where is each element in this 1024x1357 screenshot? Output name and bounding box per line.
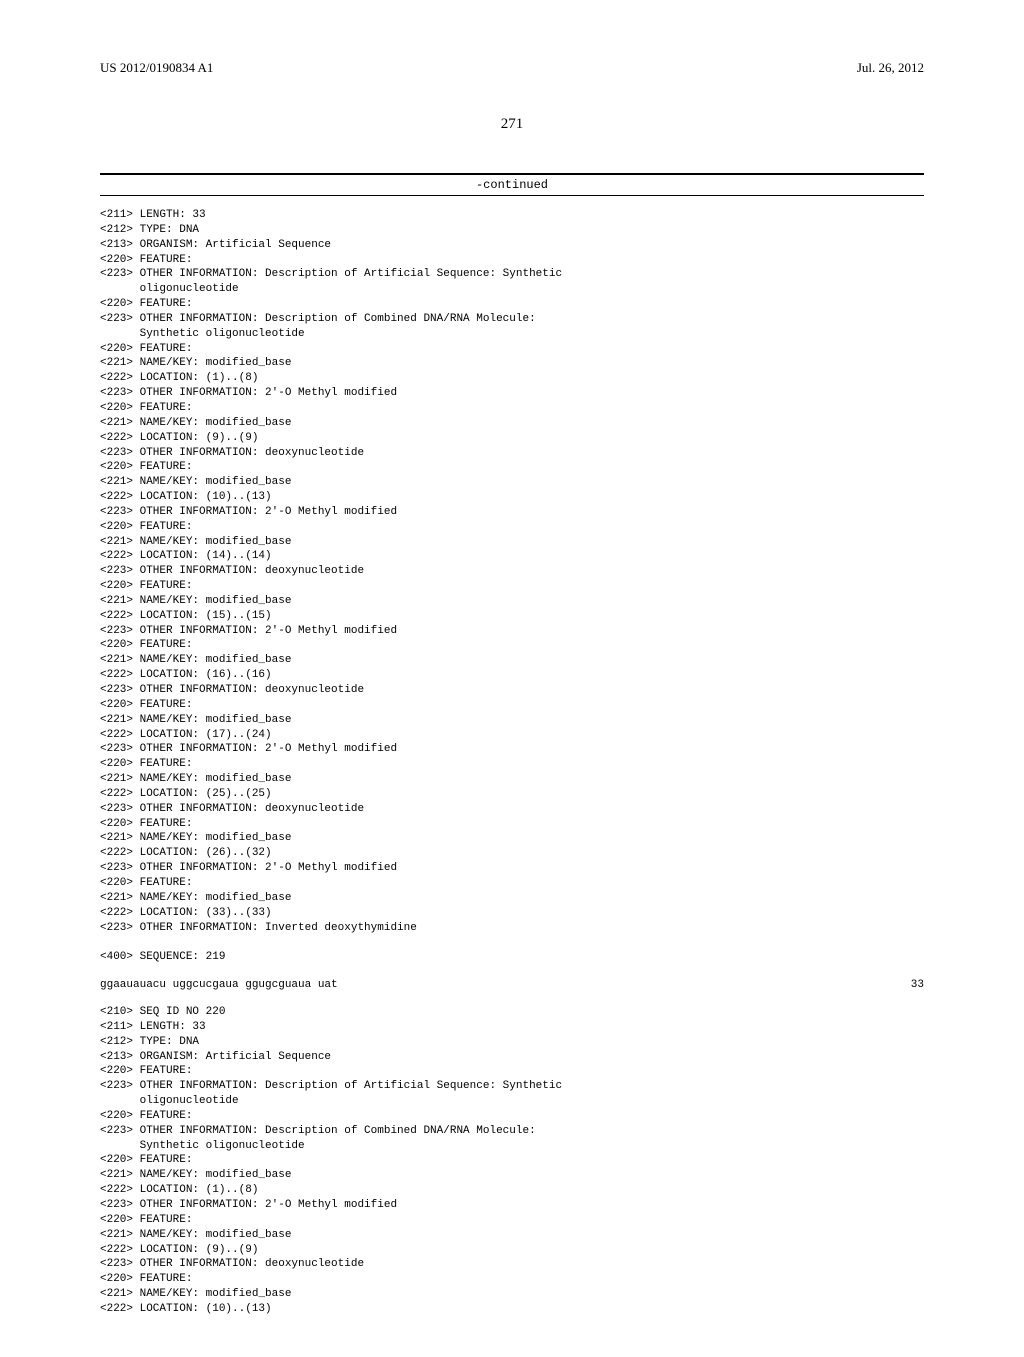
- continued-label: -continued: [100, 178, 924, 192]
- sequence-listing-block-2: <210> SEQ ID NO 220 <211> LENGTH: 33 <21…: [100, 1005, 924, 1317]
- publication-number: US 2012/0190834 A1: [100, 60, 213, 76]
- sequence-text: ggaauauacu uggcucgaua ggugcguaua uat: [100, 979, 338, 991]
- publication-date: Jul. 26, 2012: [857, 60, 924, 76]
- sequence-listing-block-1: <211> LENGTH: 33 <212> TYPE: DNA <213> O…: [100, 208, 924, 965]
- patent-page: US 2012/0190834 A1 Jul. 26, 2012 271 -co…: [0, 0, 1024, 1357]
- sequence-count: 33: [911, 979, 924, 991]
- continued-rule: -continued: [100, 173, 924, 196]
- sequence-line: ggaauauacu uggcucgaua ggugcguaua uat 33: [100, 979, 924, 991]
- page-number: 271: [100, 116, 924, 133]
- page-header: US 2012/0190834 A1 Jul. 26, 2012: [100, 60, 924, 76]
